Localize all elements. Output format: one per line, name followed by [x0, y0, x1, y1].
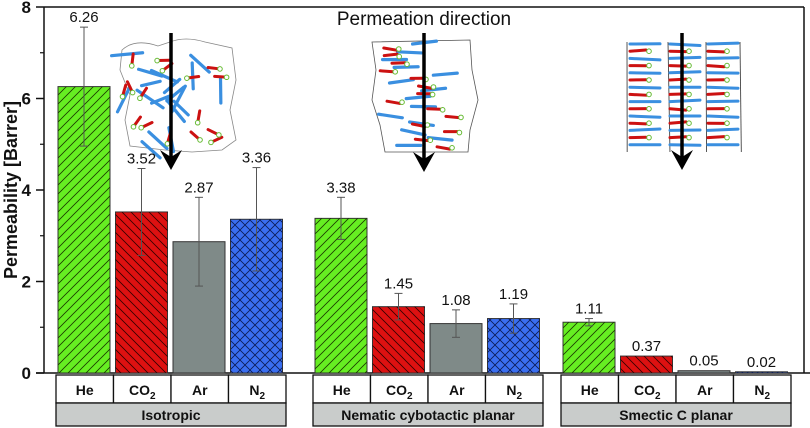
permeation-arrow-icon [160, 33, 182, 170]
group-label: Smectic C planar [619, 407, 733, 423]
value-label: 0.37 [632, 338, 661, 355]
y-tick-label: 8 [22, 0, 31, 17]
phase-illustrations [110, 33, 742, 172]
category-label: Ar [449, 382, 465, 398]
category-label: Ar [192, 382, 208, 398]
y-tick-label: 0 [22, 364, 31, 383]
group-label-box [312, 402, 544, 427]
y-tick-label: 2 [22, 273, 31, 292]
category-label: He [76, 382, 94, 398]
value-label: 0.02 [747, 354, 776, 371]
category-label: N2 [754, 382, 770, 402]
group-label: Nematic cybotactic planar [341, 407, 515, 423]
nematic-illustration [371, 39, 479, 153]
bar-group-2: 1.11 0.37 0.05 0.02 [562, 301, 788, 374]
value-label: 1.08 [441, 292, 470, 309]
category-label: N2 [506, 382, 522, 402]
group-label: Isotropic [141, 407, 200, 423]
category-label: CO2 [634, 382, 661, 402]
y-tick-label: 6 [22, 90, 31, 109]
permeation-arrow-icon [671, 33, 693, 170]
y-tick-label: 4 [22, 181, 32, 200]
smectic-illustration [626, 41, 742, 153]
category-label: Ar [697, 382, 713, 398]
value-label: 1.19 [499, 286, 528, 303]
bars-layer: 6.26 3.52 2.87 3.36 3.38 1.45 1.08 1.19 1.11 0.37… [57, 9, 788, 374]
category-table: He CO2 Ar N2 Isotropic He CO2 Ar N2 Nematic cybot… [55, 374, 792, 427]
value-label: 1.11 [575, 301, 603, 318]
category-label: CO2 [129, 382, 156, 402]
value-label: 3.52 [127, 150, 156, 167]
chart-title: Permeation direction [337, 9, 511, 30]
y-axis-title: Permeability [Barrer] [1, 101, 21, 279]
category-cell [617, 374, 677, 404]
bar-group-0: 6.26 3.52 2.87 3.36 [57, 9, 283, 374]
group-label-box [55, 402, 287, 427]
value-label: 1.45 [384, 275, 413, 292]
category-label: He [333, 382, 351, 398]
group-label-box [560, 402, 792, 427]
category-label: He [581, 382, 599, 398]
bar-group-1: 3.38 1.45 1.08 1.19 [314, 179, 540, 374]
y-axis: 0 2 4 6 8 [22, 0, 44, 383]
isotropic-illustration [110, 38, 237, 160]
value-label: 0.05 [689, 353, 718, 370]
category-label: N2 [249, 382, 265, 402]
bar-ar [677, 370, 731, 374]
category-cell [369, 374, 429, 404]
category-label: CO2 [386, 382, 413, 402]
value-label: 2.87 [184, 179, 213, 196]
category-cell [170, 374, 230, 404]
value-label: 3.36 [242, 150, 271, 167]
value-label: 3.38 [326, 179, 355, 196]
category-cell [560, 374, 620, 404]
value-label: 6.26 [69, 9, 98, 26]
permeation-arrow-icon [413, 33, 435, 172]
category-cell [484, 374, 544, 404]
category-cell [732, 374, 792, 404]
category-cell [227, 374, 287, 404]
